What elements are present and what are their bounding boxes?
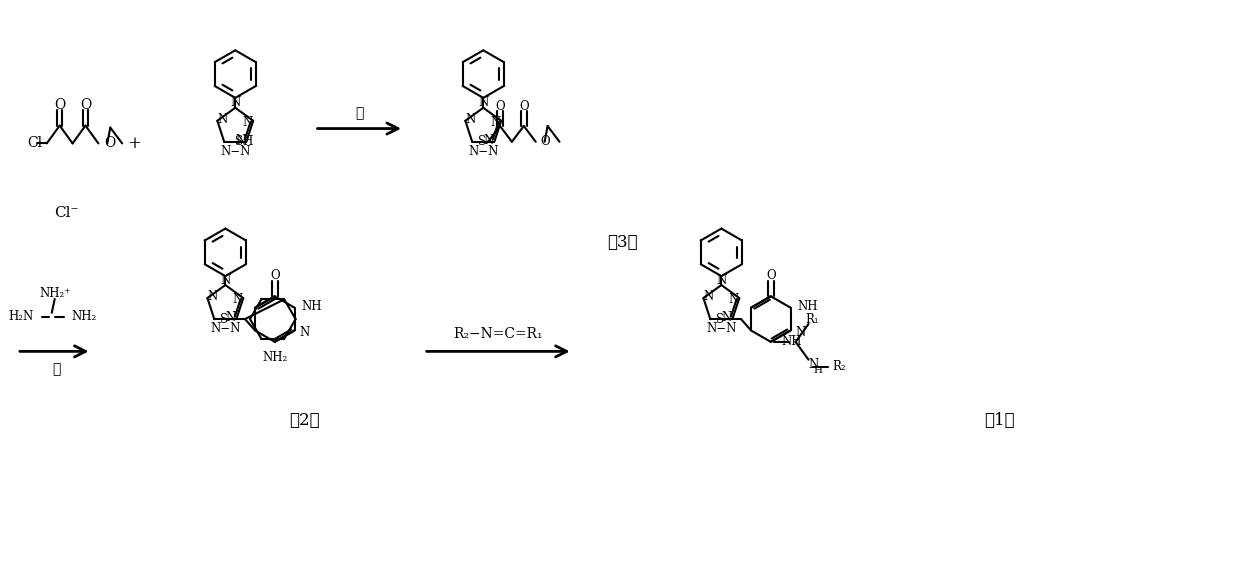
Text: N: N	[231, 96, 241, 109]
Text: O: O	[520, 100, 528, 113]
Text: （1）: （1）	[983, 412, 1014, 429]
Text: N: N	[717, 273, 727, 287]
Text: N: N	[479, 96, 489, 109]
Text: N: N	[208, 290, 218, 303]
Text: O: O	[79, 98, 91, 112]
Text: Cl⁻: Cl⁻	[55, 206, 79, 220]
Text: O: O	[270, 269, 279, 282]
Text: N−N: N−N	[219, 145, 250, 158]
Text: R₁: R₁	[806, 313, 820, 325]
Text: N: N	[300, 326, 310, 339]
Text: H: H	[813, 366, 822, 375]
Text: O: O	[55, 98, 66, 112]
Text: O: O	[766, 269, 775, 282]
Text: N: N	[796, 326, 806, 339]
Text: +: +	[128, 135, 141, 152]
Text: N−N: N−N	[706, 322, 737, 335]
Text: O: O	[541, 135, 551, 148]
Text: （3）: （3）	[606, 234, 637, 251]
Text: R₂−N=C=R₁: R₂−N=C=R₁	[454, 327, 543, 340]
Text: N−N: N−N	[210, 322, 241, 335]
Text: O: O	[495, 100, 505, 113]
Text: S: S	[221, 313, 228, 325]
Text: NH₂: NH₂	[72, 310, 97, 323]
Text: N: N	[236, 134, 246, 147]
Text: N: N	[808, 358, 818, 371]
Text: N: N	[221, 273, 231, 287]
Text: R₂: R₂	[832, 360, 846, 373]
Text: N: N	[722, 311, 732, 324]
Text: NH₂: NH₂	[262, 351, 288, 364]
Text: NH: NH	[797, 300, 818, 313]
Text: Cl: Cl	[27, 136, 42, 151]
Text: S: S	[479, 135, 486, 148]
Text: 碱: 碱	[355, 107, 363, 121]
Text: N: N	[729, 293, 739, 306]
Text: N: N	[484, 134, 494, 147]
Text: N: N	[226, 311, 236, 324]
Text: N: N	[233, 293, 243, 306]
Text: NH: NH	[301, 300, 322, 313]
Text: N: N	[243, 116, 253, 129]
Text: 碱: 碱	[52, 362, 61, 376]
Text: H₂N: H₂N	[9, 310, 33, 323]
Text: NH₂⁺: NH₂⁺	[38, 287, 71, 301]
Text: O: O	[104, 136, 115, 151]
Text: N: N	[491, 116, 501, 129]
Text: NH: NH	[781, 335, 802, 349]
Text: N−N: N−N	[467, 145, 498, 158]
Text: N: N	[218, 113, 228, 126]
Text: N: N	[466, 113, 476, 126]
Text: （2）: （2）	[289, 412, 320, 429]
Text: S: S	[717, 313, 724, 325]
Text: SH: SH	[236, 135, 253, 148]
Text: N: N	[704, 290, 714, 303]
